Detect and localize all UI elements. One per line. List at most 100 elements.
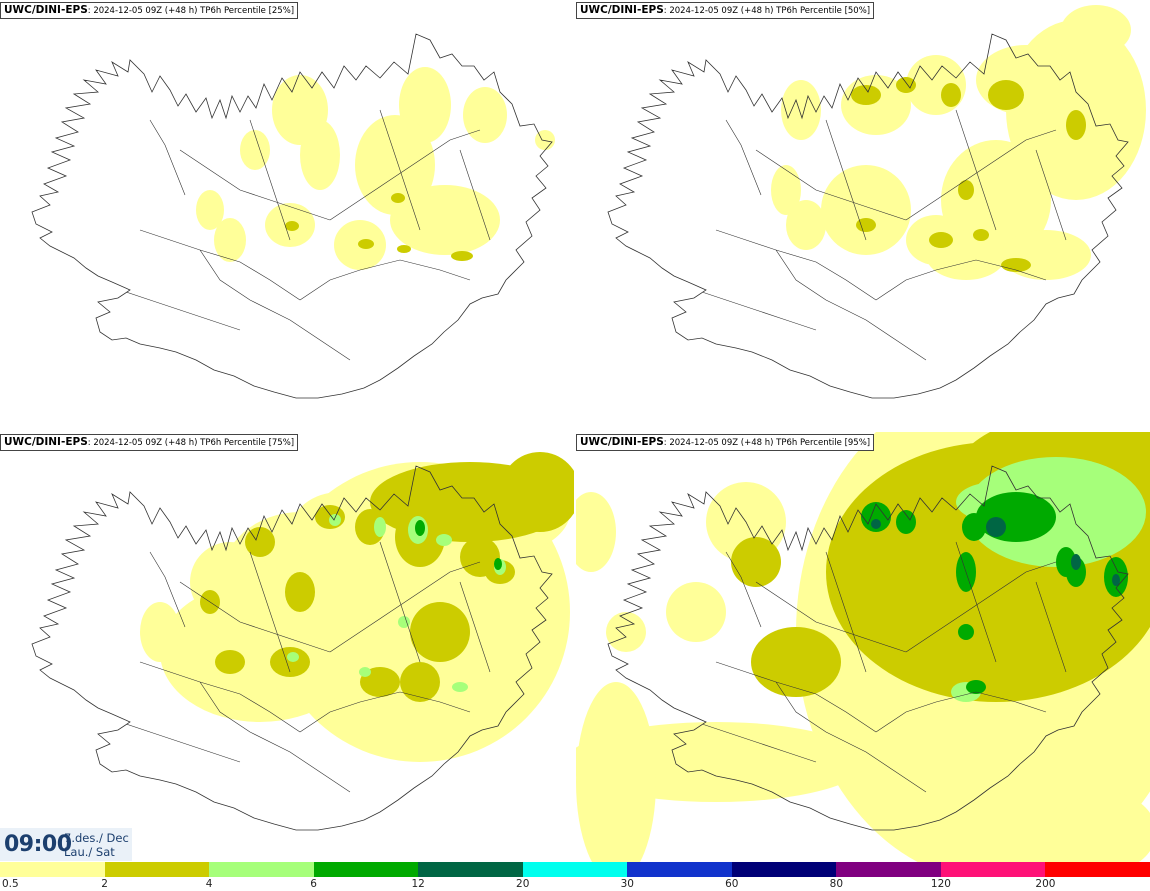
boundary-line xyxy=(459,581,491,673)
precip-contour xyxy=(1112,574,1120,586)
boundary-line xyxy=(955,541,997,663)
colorbar-tick-label: 0.5 xyxy=(2,878,19,890)
precipitation-colorbar: 0.5 2 4 6 12 20 30 60 80 120 200 xyxy=(0,862,1150,891)
precip-contour xyxy=(958,180,974,200)
precip-contour xyxy=(1001,258,1031,272)
colorbar-swatch xyxy=(209,862,314,877)
precip-contour xyxy=(976,492,1056,542)
precip-contour xyxy=(494,558,502,570)
precip-contour xyxy=(861,502,891,532)
precip-contour xyxy=(214,218,246,262)
coastline xyxy=(31,33,553,399)
boundary-line xyxy=(199,681,351,793)
coastline xyxy=(607,465,1129,831)
boundary-line xyxy=(1035,149,1067,241)
precip-contour xyxy=(415,520,425,536)
precip-contour xyxy=(666,582,726,642)
colorbar-tick-label: 200 xyxy=(1035,878,1056,890)
precip-contour xyxy=(871,519,881,529)
precip-contour xyxy=(1071,554,1081,570)
precip-contour xyxy=(391,193,405,203)
precip-contour xyxy=(358,239,374,249)
precip-contour xyxy=(400,662,440,702)
boundary-line xyxy=(905,561,1057,653)
colorbar-swatch xyxy=(104,862,210,877)
coastline xyxy=(607,33,1129,399)
boundary-line xyxy=(299,259,471,301)
map-panel-p25: UWC/DINI-EPS: 2024-12-05 09Z (+48 h) TP6… xyxy=(0,0,574,430)
precip-contour xyxy=(771,165,801,215)
boundary-line xyxy=(755,581,907,653)
boundary-line xyxy=(199,249,351,361)
colorbar-tick-label: 6 xyxy=(310,878,317,890)
precip-contour xyxy=(896,77,916,93)
boundary-line xyxy=(249,551,291,673)
precip-contour xyxy=(1061,5,1131,55)
precip-contour xyxy=(576,492,616,572)
precip-contour xyxy=(500,452,574,532)
colorbar-tick-label: 80 xyxy=(829,878,844,890)
panel-divider xyxy=(0,430,1150,432)
precip-contour xyxy=(436,534,452,546)
precip-contour xyxy=(287,652,299,662)
valid-day-line: Lau./ Sat xyxy=(64,845,115,859)
boundary-line xyxy=(755,149,907,221)
colorbar-swatch xyxy=(627,862,732,877)
boundary-line xyxy=(875,691,1047,733)
precip-contour xyxy=(941,140,1051,260)
precip-contour xyxy=(856,218,876,232)
boundary-line xyxy=(905,129,1057,221)
precip-contour xyxy=(359,667,371,677)
boundary-line xyxy=(725,119,762,196)
precip-contour xyxy=(398,616,410,628)
boundary-line xyxy=(775,249,927,361)
precip-contour xyxy=(215,650,245,674)
precip-contour xyxy=(958,624,974,640)
boundary-line xyxy=(379,541,421,663)
precip-contour xyxy=(751,627,841,697)
precip-contour xyxy=(781,80,821,140)
precip-contour xyxy=(576,682,656,862)
precip-contour xyxy=(786,200,826,250)
valid-date-line: 7.des./ Dec xyxy=(64,831,129,845)
colorbar-tick-label: 60 xyxy=(725,878,739,890)
colorbar-swatch xyxy=(418,862,523,877)
panel-title: UWC/DINI-EPS: 2024-12-05 09Z (+48 h) TP6… xyxy=(0,434,299,451)
boundary-line xyxy=(139,661,301,733)
precipitation-field xyxy=(196,67,555,270)
boundary-line xyxy=(179,149,331,221)
boundary-line xyxy=(875,259,1047,301)
boundary-line xyxy=(775,681,927,793)
precip-contour xyxy=(1056,792,1150,862)
colorbar-swatch xyxy=(836,862,941,877)
precip-contour xyxy=(285,572,315,612)
valid-date: 7.des./ Dec Lau./ Sat xyxy=(64,831,129,859)
colorbar-tick-label: 2 xyxy=(101,878,108,890)
precip-contour xyxy=(606,612,646,652)
boundary-line xyxy=(695,289,817,331)
colorbar-tick-label: 120 xyxy=(930,878,951,890)
boundary-line xyxy=(695,721,817,763)
boundary-line xyxy=(249,119,291,241)
panel-title: UWC/DINI-EPS: 2024-12-05 09Z (+48 h) TP6… xyxy=(0,2,299,19)
colorbar-swatch xyxy=(1045,862,1150,877)
precip-contour xyxy=(463,87,507,143)
precip-contour xyxy=(988,80,1024,110)
boundary-line xyxy=(299,691,471,733)
precip-contour xyxy=(410,602,470,662)
colorbar-swatch xyxy=(940,862,1046,877)
precip-contour xyxy=(240,130,270,170)
colorbar-tick-label: 30 xyxy=(620,878,634,890)
iceland-map xyxy=(607,5,1146,399)
boundary-line xyxy=(725,551,762,628)
precip-contour xyxy=(929,232,953,248)
precip-contour xyxy=(374,517,386,537)
colorbar-tick-label: 12 xyxy=(411,878,425,890)
precip-contour xyxy=(836,562,916,642)
boundary-line xyxy=(715,229,877,301)
colorbar-tick-label: 20 xyxy=(516,878,530,890)
boundary-line xyxy=(379,109,421,231)
colorbar-swatches xyxy=(0,862,1150,877)
boundary-line xyxy=(1035,581,1067,673)
precip-contour xyxy=(731,537,781,587)
